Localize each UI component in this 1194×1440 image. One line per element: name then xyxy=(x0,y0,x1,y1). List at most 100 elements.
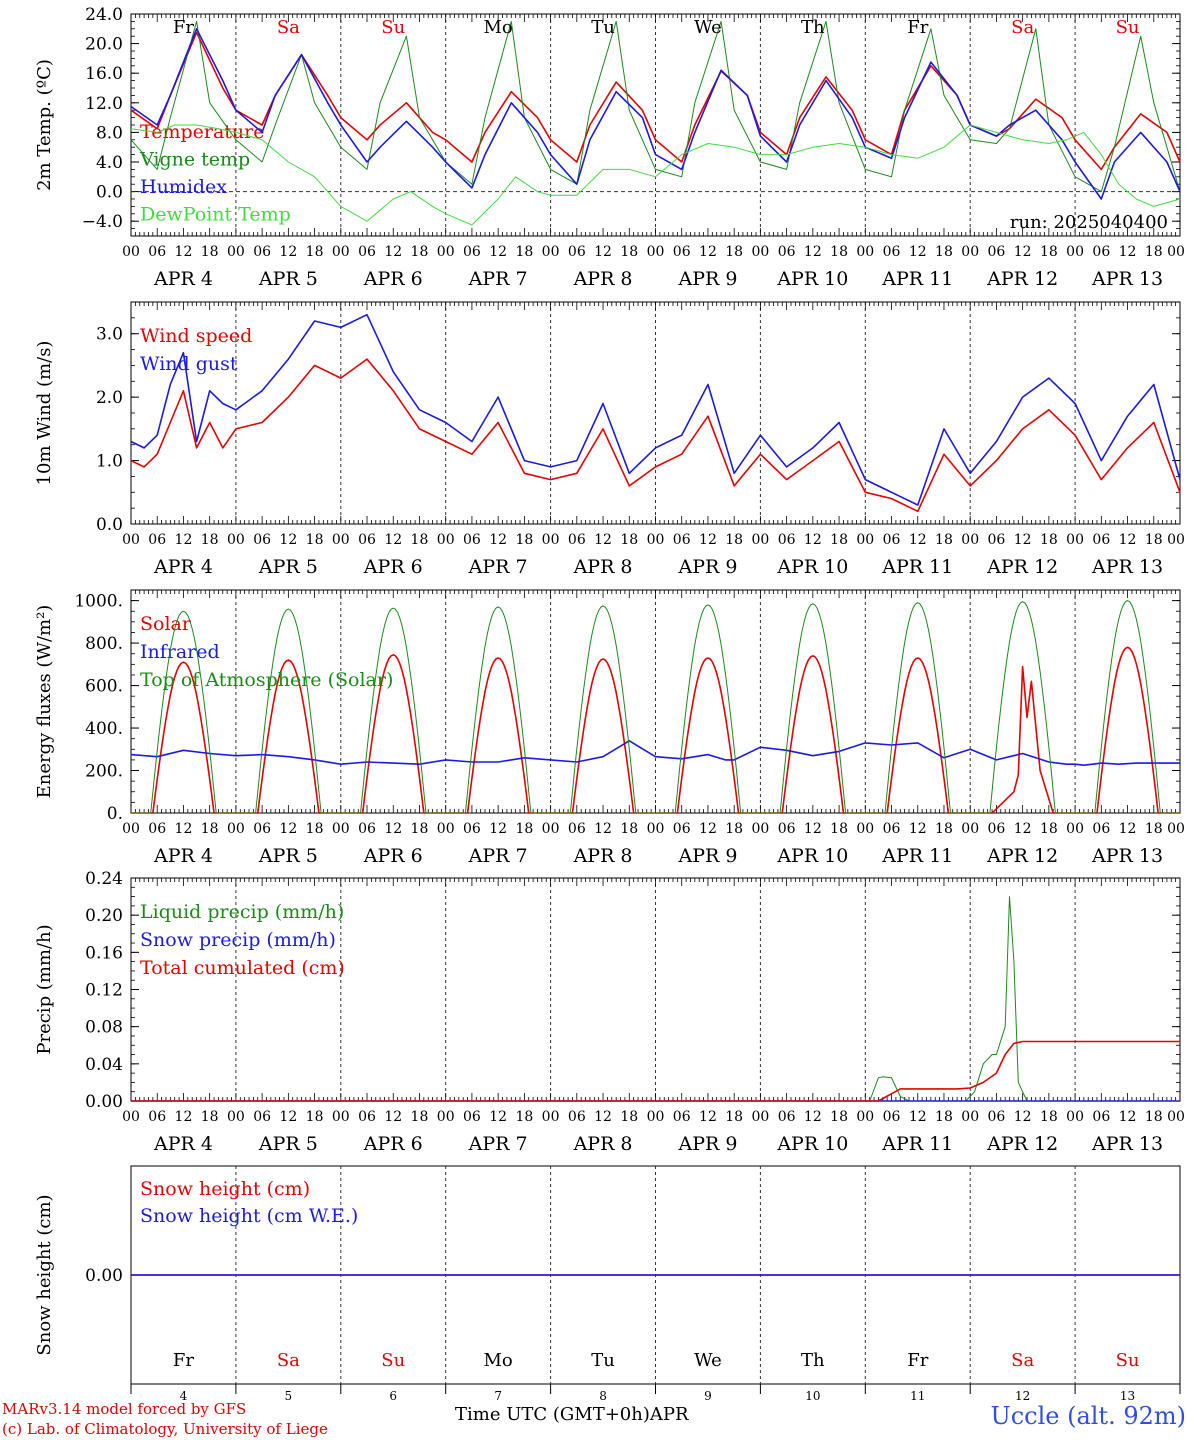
top-weekday-label: Th xyxy=(801,17,825,38)
panel-5-date-number: 9 xyxy=(704,1389,712,1403)
panel-3-legend-1: Solar xyxy=(140,613,192,635)
panel-3-hour-tick-label: 00 xyxy=(647,821,665,837)
panel-4-hour-tick-label: 00 xyxy=(332,1109,350,1125)
panel-1-hour-tick-label: 06 xyxy=(778,244,796,260)
panel-4-hour-tick-label: 12 xyxy=(594,1109,612,1125)
panel-4-day-label: APR 11 xyxy=(881,1133,953,1155)
panel-1-y-tick-label: 20.0 xyxy=(85,35,123,55)
panel-4-hour-tick-label: 18 xyxy=(515,1109,533,1125)
panel-2-hour-tick-label: 18 xyxy=(620,532,638,548)
panel-4-hour-tick-label: 18 xyxy=(411,1109,429,1125)
panel-2-hour-tick-label: 12 xyxy=(279,532,297,548)
panel-4-hour-tick-label: 06 xyxy=(673,1109,691,1125)
panel-2-hour-tick-label: 12 xyxy=(489,532,507,548)
panel-3-hour-tick-label: 18 xyxy=(830,821,848,837)
panel-5-date-number: 8 xyxy=(599,1389,607,1403)
panel-1-day-label: APR 4 xyxy=(153,268,213,290)
panel-1-hour-tick-label: 06 xyxy=(988,244,1006,260)
panel-4-hour-tick-label: 00 xyxy=(542,1109,560,1125)
panel-4-hour-tick-label: 18 xyxy=(1040,1109,1058,1125)
panel-5-weekday-label: Tu xyxy=(591,1350,615,1371)
panel-4-hour-tick-label: 00 xyxy=(961,1109,979,1125)
panel-2-hour-tick-label: 12 xyxy=(909,532,927,548)
panel-1-day-label: APR 13 xyxy=(1091,268,1163,290)
panel-2-hour-tick-label: 18 xyxy=(1145,532,1163,548)
top-weekday-label: Su xyxy=(381,17,405,38)
panel-3-y-tick-label: 0. xyxy=(107,804,123,824)
panel-3-hour-tick-label: 18 xyxy=(515,821,533,837)
panel-1-y-tick-label: 4.0 xyxy=(96,153,123,173)
panel-1-hour-tick-label: 12 xyxy=(699,244,717,260)
panel-1-hour-tick-label: 18 xyxy=(306,244,324,260)
model-credit: MARv3.14 model forced by GFS xyxy=(2,1400,247,1418)
panel-1-hour-tick-label: 06 xyxy=(568,244,586,260)
panel-3-series-2-line xyxy=(130,739,1180,767)
panel-4-y-tick-label: 0.20 xyxy=(85,906,123,926)
panel-4-hour-tick-label: 18 xyxy=(1145,1109,1163,1125)
panel-3-hour-tick-label: 06 xyxy=(253,821,271,837)
panel-5-date-number: 4 xyxy=(180,1389,188,1403)
panel-2-day-label: APR 9 xyxy=(677,556,737,578)
panel-2-y-tick-label: 2.0 xyxy=(96,388,123,408)
panel-3-hour-tick-label: 00 xyxy=(961,821,979,837)
panel-3-hour-tick-label: 12 xyxy=(1014,821,1032,837)
panel-2-hour-tick-label: 00 xyxy=(647,532,665,548)
panel-1-hour-tick-label: 06 xyxy=(463,244,481,260)
panel-3-hour-tick-label: 06 xyxy=(148,821,166,837)
panel-4-hour-tick-label: 00 xyxy=(437,1109,455,1125)
panel-3-y-tick-label: 200. xyxy=(85,762,123,782)
panel-3-day-label: APR 5 xyxy=(258,845,318,867)
panel-5-weekday-label: Sa xyxy=(277,1350,300,1371)
panel-2-hour-tick-label: 00 xyxy=(961,532,979,548)
panel-4-hour-tick-label: 00 xyxy=(856,1109,874,1125)
panel-2-hour-tick-label: 06 xyxy=(253,532,271,548)
panel-2-legend-1: Wind speed xyxy=(140,325,252,347)
panel-3-hour-tick-label: 00 xyxy=(856,821,874,837)
panel-5-date-number: 12 xyxy=(1015,1389,1030,1403)
x-axis-title-text: Time UTC (GMT+0h) xyxy=(455,1404,650,1425)
panel-2-hour-tick-label: 06 xyxy=(1092,532,1110,548)
panel-3-hour-tick-label: 18 xyxy=(201,821,219,837)
panel-5-y-axis-label: Snow height (cm) xyxy=(34,1194,55,1355)
panel-1-hour-tick-label: 12 xyxy=(384,244,402,260)
panel-4-hour-tick-label: 06 xyxy=(148,1109,166,1125)
panel-4-series-1-line xyxy=(131,896,1180,1102)
panel-4-day-label: APR 7 xyxy=(468,1133,528,1155)
panel-3-hour-tick-label: 18 xyxy=(1040,821,1058,837)
panel-3-day-label: APR 10 xyxy=(776,845,848,867)
panel-2-hour-tick-label: 00 xyxy=(227,532,245,548)
panel-3-day-label: APR 9 xyxy=(677,845,737,867)
panel-1-hour-tick-label: 12 xyxy=(1014,244,1032,260)
panel-4-hour-tick-label: 18 xyxy=(620,1109,638,1125)
panel-2-day-label: APR 10 xyxy=(776,556,848,578)
panel-4-y-tick-label: 0.24 xyxy=(85,869,123,889)
panel-3-hour-tick-label: 06 xyxy=(358,821,376,837)
panel-3-day-label: APR 8 xyxy=(573,845,633,867)
panel-5-legend-2: Snow height (cm W.E.) xyxy=(140,1205,358,1227)
panel-3-hour-tick-label: 06 xyxy=(673,821,691,837)
panel-1-hour-tick-label: 06 xyxy=(673,244,691,260)
panel-3-hour-tick-label: 00 xyxy=(437,821,455,837)
panel-5-weekday-label: Su xyxy=(381,1350,405,1371)
panel-4-legend-1: Liquid precip (mm/h) xyxy=(140,901,344,923)
panel-1-legend-3: Humidex xyxy=(140,176,227,198)
panel-4-day-label: APR 8 xyxy=(573,1133,633,1155)
panel-5-weekday-label: Fr xyxy=(907,1350,928,1371)
panel-2-day-label: APR 4 xyxy=(153,556,213,578)
panel-4-hour-tick-label: 12 xyxy=(804,1109,822,1125)
panel-4-hour-tick-label: 12 xyxy=(489,1109,507,1125)
panel-5-weekday-label: Su xyxy=(1116,1350,1140,1371)
panel-2-day-label: APR 6 xyxy=(363,556,423,578)
panel-1-hour-tick-label: 12 xyxy=(594,244,612,260)
panel-1-y-axis-label: 2m Temp. (ºC) xyxy=(34,59,55,191)
panel-2-series-1-line xyxy=(130,358,1181,513)
panel-4-hour-tick-label: 12 xyxy=(175,1109,193,1125)
panel-1-hour-tick-label: 12 xyxy=(1119,244,1137,260)
panel-2-hour-tick-label: 12 xyxy=(384,532,402,548)
panel-2-day-label: APR 7 xyxy=(468,556,528,578)
panel-4-y-tick-label: 0.00 xyxy=(85,1092,123,1112)
panel-3-hour-tick-label: 12 xyxy=(699,821,717,837)
panel-1-hour-tick-label: 00 xyxy=(1167,244,1185,260)
panel-1-hour-tick-label: 18 xyxy=(411,244,429,260)
